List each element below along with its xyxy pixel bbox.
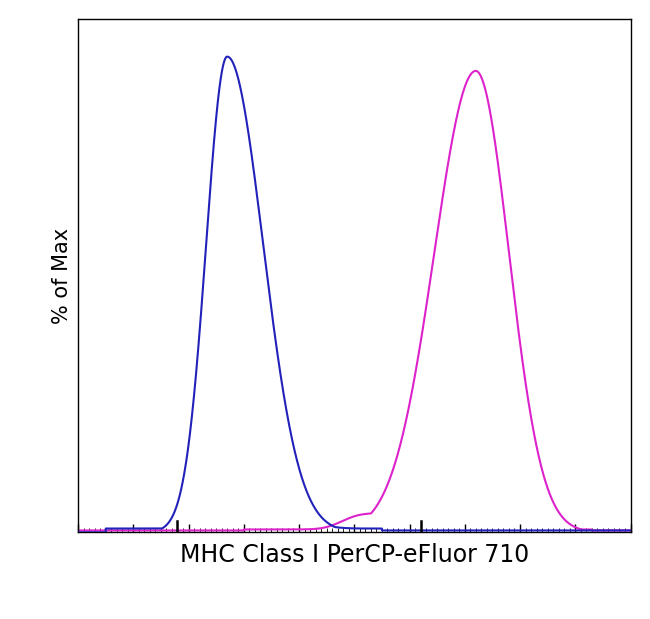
X-axis label: MHC Class I PerCP-eFluor 710: MHC Class I PerCP-eFluor 710	[179, 543, 529, 568]
Y-axis label: % of Max: % of Max	[53, 227, 72, 324]
